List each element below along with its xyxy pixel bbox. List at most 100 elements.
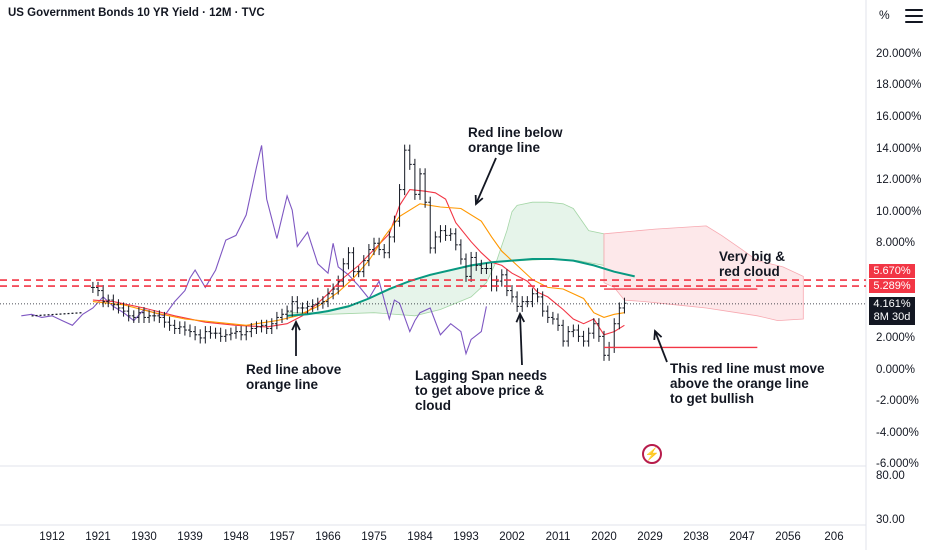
- long-ma-line: [287, 258, 635, 317]
- price-bar: [244, 326, 249, 341]
- last-price-badge: 4.161% 8M 30d: [869, 297, 915, 325]
- price-bar: [116, 299, 121, 314]
- price-bar: [561, 319, 566, 347]
- price-bar: [392, 215, 397, 243]
- x-tick-label: 1993: [453, 531, 479, 543]
- price-bar: [223, 329, 228, 342]
- price-bar: [336, 275, 341, 295]
- x-tick-label: 1957: [269, 531, 295, 543]
- y-tick-label: 18.000%: [876, 79, 922, 92]
- price-bar: [310, 299, 315, 312]
- price-bar: [438, 225, 443, 243]
- price-bar: [581, 330, 586, 347]
- price-bar: [418, 168, 422, 200]
- x-tick-label: 1948: [223, 531, 249, 543]
- price-bar: [341, 258, 346, 287]
- lower-pane-tick-bottom: 30.00: [876, 514, 905, 526]
- price-bar: [239, 326, 244, 341]
- price-bar: [126, 305, 131, 322]
- price-bar: [464, 253, 468, 282]
- price-bar: [448, 228, 453, 241]
- y-tick-label: 10.000%: [876, 205, 922, 218]
- x-tick-label: 1966: [315, 531, 341, 543]
- menu-icon[interactable]: [905, 9, 923, 23]
- price-bar: [617, 302, 622, 330]
- price-bar: [274, 311, 279, 330]
- arrow-red-above-head: [291, 319, 301, 331]
- price-bar: [387, 231, 392, 259]
- price-bar: [162, 311, 167, 328]
- base-line: [92, 203, 625, 326]
- price-bar: [177, 321, 182, 334]
- y-tick-label: -4.000%: [876, 426, 919, 439]
- x-tick-label: 1975: [361, 531, 387, 543]
- y-tick-label: 14.000%: [876, 142, 922, 155]
- arrow-red-above: [291, 319, 301, 356]
- price-label-upper: 5.670%: [869, 264, 915, 278]
- price-bar: [121, 302, 126, 317]
- annotation-red-below: Red line below orange line: [468, 125, 563, 155]
- x-tick-label: 1984: [407, 531, 433, 543]
- price-bar: [515, 291, 520, 312]
- price-bar: [249, 322, 254, 338]
- y-tick-label: 20.000%: [876, 47, 922, 60]
- price-bar: [397, 184, 402, 227]
- price-bar: [377, 237, 382, 256]
- price-bar: [131, 310, 136, 323]
- x-tick-label: 2047: [729, 531, 755, 543]
- price-bar: [607, 341, 612, 361]
- price-bar: [423, 168, 428, 208]
- y-tick-label: -2.000%: [876, 395, 919, 408]
- price-bar: [264, 319, 269, 334]
- y-tick-label: 8.000%: [876, 237, 916, 250]
- price-bar: [433, 231, 438, 254]
- price-bar: [428, 196, 433, 254]
- price-bar: [300, 302, 305, 314]
- price-bar: [193, 326, 198, 341]
- price-bar: [479, 259, 484, 275]
- price-bar: [305, 300, 310, 314]
- price-label-lower: 5.289%: [869, 279, 915, 293]
- price-bar: [550, 311, 555, 325]
- arrow-lagging-shaft: [519, 313, 523, 366]
- price-bar: [111, 294, 116, 311]
- price-bar: [484, 262, 489, 275]
- price-bar: [535, 288, 540, 303]
- price-bar: [188, 324, 192, 338]
- price-bar: [213, 327, 218, 339]
- x-tick-label: 1921: [85, 531, 111, 543]
- price-bar: [96, 281, 100, 297]
- arrow-red-below-head: [474, 194, 484, 206]
- last-price-value: 4.161%: [873, 298, 911, 310]
- price-bar: [453, 228, 458, 251]
- price-bar: [290, 296, 295, 317]
- price-bar: [203, 326, 208, 344]
- arrow-red-below-shaft: [475, 157, 497, 205]
- price-bar: [198, 329, 203, 344]
- y-tick-label: 12.000%: [876, 174, 922, 187]
- annotation-very-big-cloud: Very big & red cloud: [719, 249, 786, 279]
- annotation-lagging-span: Lagging Span needs to get above price & …: [415, 368, 548, 413]
- x-tick-label: 1939: [177, 531, 203, 543]
- y-tick-label: 2.000%: [876, 331, 916, 344]
- price-bar: [540, 291, 545, 317]
- price-bar: [234, 326, 238, 339]
- x-tick-label: 2002: [499, 531, 525, 543]
- price-bar: [602, 330, 606, 361]
- bolt-icon[interactable]: ⚡: [642, 444, 662, 464]
- annotation-red-above: Red line above orange line: [246, 362, 342, 392]
- price-bar: [566, 326, 571, 347]
- price-bar: [372, 237, 376, 256]
- price-bar: [208, 326, 213, 339]
- x-tick-label: 2038: [683, 531, 709, 543]
- x-tick-label: 1912: [39, 531, 65, 543]
- price-bar: [259, 319, 264, 333]
- price-bar: [315, 297, 320, 311]
- x-tick-label: 2011: [545, 531, 571, 543]
- y-tick-label: 0.000%: [876, 363, 916, 376]
- price-bar: [545, 305, 550, 323]
- price-bar: [494, 275, 499, 292]
- arrow-lagging-head: [515, 311, 526, 323]
- price-bar: [356, 266, 361, 278]
